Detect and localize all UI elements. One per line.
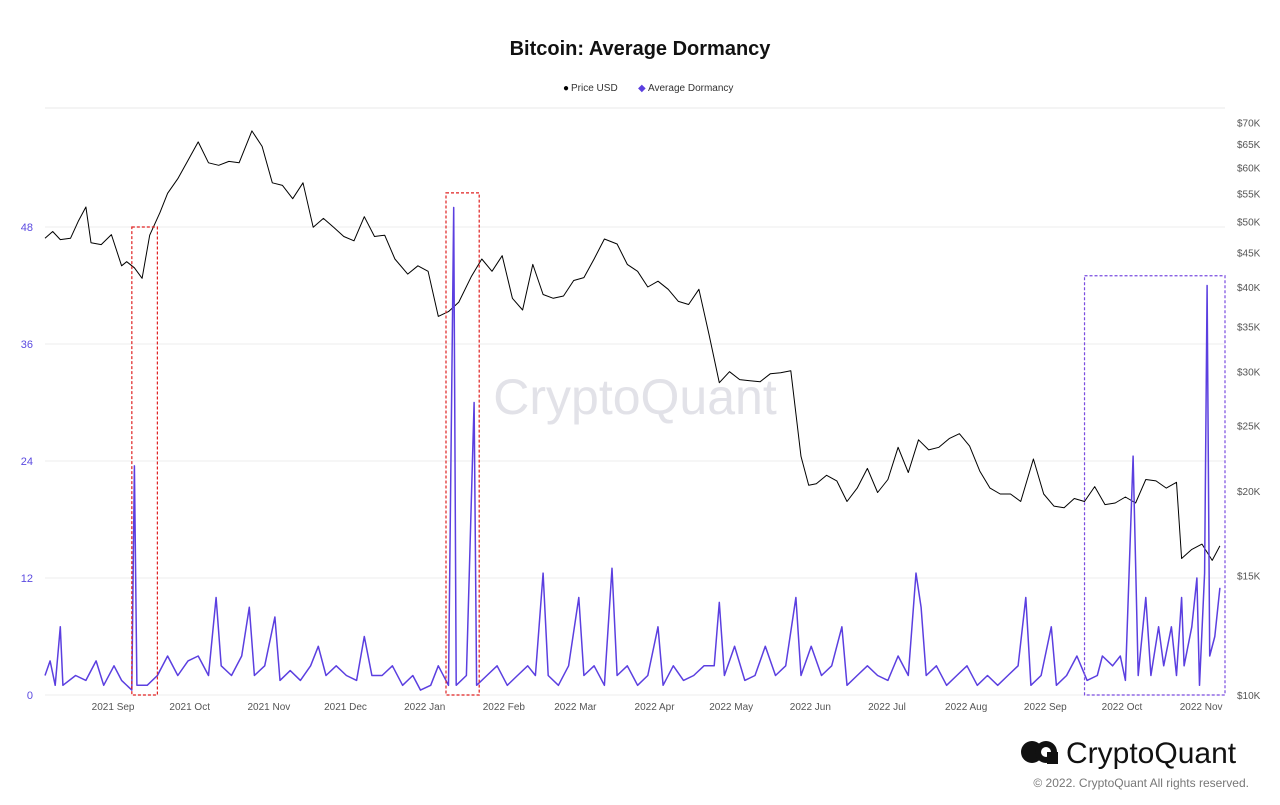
x-tick-label: 2022 Sep <box>1024 702 1067 713</box>
series <box>44 130 1221 691</box>
x-tick-label: 2021 Nov <box>247 702 290 713</box>
highlight-boxes <box>131 192 1226 696</box>
x-tick-label: 2022 Nov <box>1180 702 1223 713</box>
left-tick-label: 24 <box>21 456 33 468</box>
right-tick-label: $65K <box>1237 140 1261 151</box>
legend-marker-dormancy: ◆ <box>638 83 646 94</box>
x-tick-label: 2021 Dec <box>324 702 367 713</box>
x-tick-label: 2021 Sep <box>92 702 135 713</box>
right-tick-label: $15K <box>1237 572 1261 583</box>
x-tick-label: 2022 Jan <box>404 702 445 713</box>
right-tick-label: $45K <box>1237 248 1261 259</box>
right-tick-label: $50K <box>1237 217 1261 228</box>
copyright: © 2022. CryptoQuant All rights reserved. <box>1033 776 1249 790</box>
legend: ● Price USD ◆ Average Dormancy <box>563 83 733 94</box>
right-axis: $10K $15K $20K $25K $30K $35K $40K $45K $50K $55K… <box>1237 118 1261 702</box>
x-tick-label: 2022 Aug <box>945 702 987 713</box>
x-tick-label: 2022 Oct <box>1102 702 1143 713</box>
left-tick-label: 36 <box>21 339 33 351</box>
x-tick-label: 2022 Apr <box>635 702 676 713</box>
gridlines <box>45 226 1225 696</box>
right-tick-label: $40K <box>1237 283 1261 294</box>
chart-title: Bitcoin: Average Dormancy <box>510 38 772 60</box>
highlight-box <box>1083 275 1226 696</box>
legend-label-dormancy: Average Dormancy <box>648 83 733 94</box>
right-tick-label: $70K <box>1237 118 1261 129</box>
logo-text: CryptoQuant <box>1066 737 1237 770</box>
highlight-box <box>445 192 480 696</box>
x-tick-label: 2021 Oct <box>169 702 210 713</box>
legend-label-price: Price USD <box>571 83 618 94</box>
cryptoquant-logo-icon <box>1021 741 1058 764</box>
right-tick-label: $35K <box>1237 322 1261 333</box>
highlight-box <box>131 226 158 696</box>
price-usd-line <box>44 130 1221 561</box>
right-tick-label: $30K <box>1237 368 1261 379</box>
left-tick-label: 48 <box>21 222 33 234</box>
watermark: CryptoQuant <box>493 369 777 425</box>
x-tick-label: 2022 Jul <box>868 702 906 713</box>
x-tick-label: 2022 May <box>709 702 753 713</box>
legend-marker-price: ● <box>563 83 569 94</box>
right-tick-label: $20K <box>1237 487 1261 498</box>
legend-item-dormancy[interactable]: ◆ Average Dormancy <box>638 83 733 94</box>
right-tick-label: $25K <box>1237 421 1261 432</box>
right-tick-label: $60K <box>1237 164 1261 175</box>
right-tick-label: $55K <box>1237 189 1261 200</box>
right-tick-label: $10K <box>1237 691 1261 702</box>
x-tick-label: 2022 Mar <box>554 702 597 713</box>
legend-item-price[interactable]: ● Price USD <box>563 83 618 94</box>
x-axis: 2021 Sep 2021 Oct 2021 Nov 2021 Dec 2022 Jan… <box>92 702 1223 713</box>
x-tick-label: 2022 Feb <box>483 702 526 713</box>
logo: CryptoQuant <box>1021 737 1237 770</box>
average-dormancy-line <box>44 206 1221 691</box>
left-tick-label: 12 <box>21 573 33 585</box>
left-axis: 0 12 24 36 48 <box>21 222 33 702</box>
x-tick-label: 2022 Jun <box>790 702 831 713</box>
left-tick-label: 0 <box>27 690 33 702</box>
